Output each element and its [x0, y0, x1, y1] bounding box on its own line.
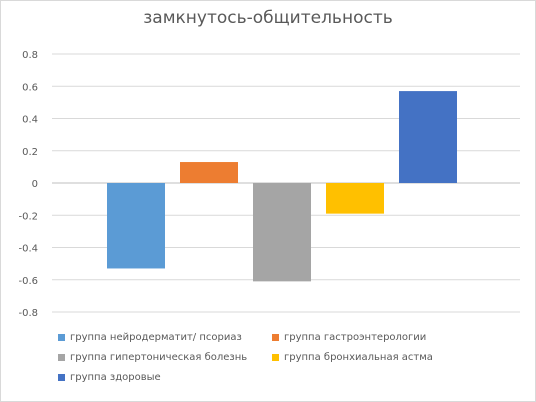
y-tick-label: -0.4 [18, 244, 38, 255]
bars [107, 91, 457, 282]
legend-item: группа гастроэнтерологии [272, 332, 426, 343]
bar-4 [326, 183, 384, 214]
y-axis-ticks: 0.8 0.6 0.4 0.2 0 -0.2 -0.4 -0.6 -0.8 [18, 50, 38, 319]
y-tick-label: 0.2 [22, 147, 38, 158]
legend-item: группа нейродерматит/ псориаз [58, 332, 242, 343]
legend-swatch [272, 354, 279, 361]
y-tick-label: -0.8 [18, 308, 38, 319]
bar-1 [107, 183, 165, 269]
bar-5 [399, 91, 457, 183]
bar-3 [253, 183, 311, 282]
legend-swatch [58, 374, 65, 381]
bar-2 [180, 162, 238, 183]
legend-swatch [272, 334, 279, 341]
legend-label: группа нейродерматит/ псориаз [70, 332, 242, 343]
y-tick-label: -0.2 [18, 211, 38, 222]
y-tick-label: 0 [32, 179, 38, 190]
legend-item: группа бронхиальная астма [272, 352, 433, 363]
legend-label: группа гипертоническая болезнь [70, 352, 248, 363]
y-tick-label: 0.8 [22, 50, 38, 61]
legend-label: группа здоровые [70, 372, 161, 383]
legend-item: группа здоровые [58, 372, 161, 383]
legend-swatch [58, 334, 65, 341]
legend-swatch [58, 354, 65, 361]
chart-title: замкнутось-общительность [143, 8, 393, 28]
y-tick-label: 0.6 [22, 82, 38, 93]
y-tick-label: 0.4 [22, 115, 38, 126]
legend-item: группа гипертоническая болезнь [58, 352, 247, 363]
y-tick-label: -0.6 [18, 276, 38, 287]
legend-label: группа бронхиальная астма [284, 352, 433, 363]
legend-label: группа гастроэнтерологии [284, 332, 427, 343]
